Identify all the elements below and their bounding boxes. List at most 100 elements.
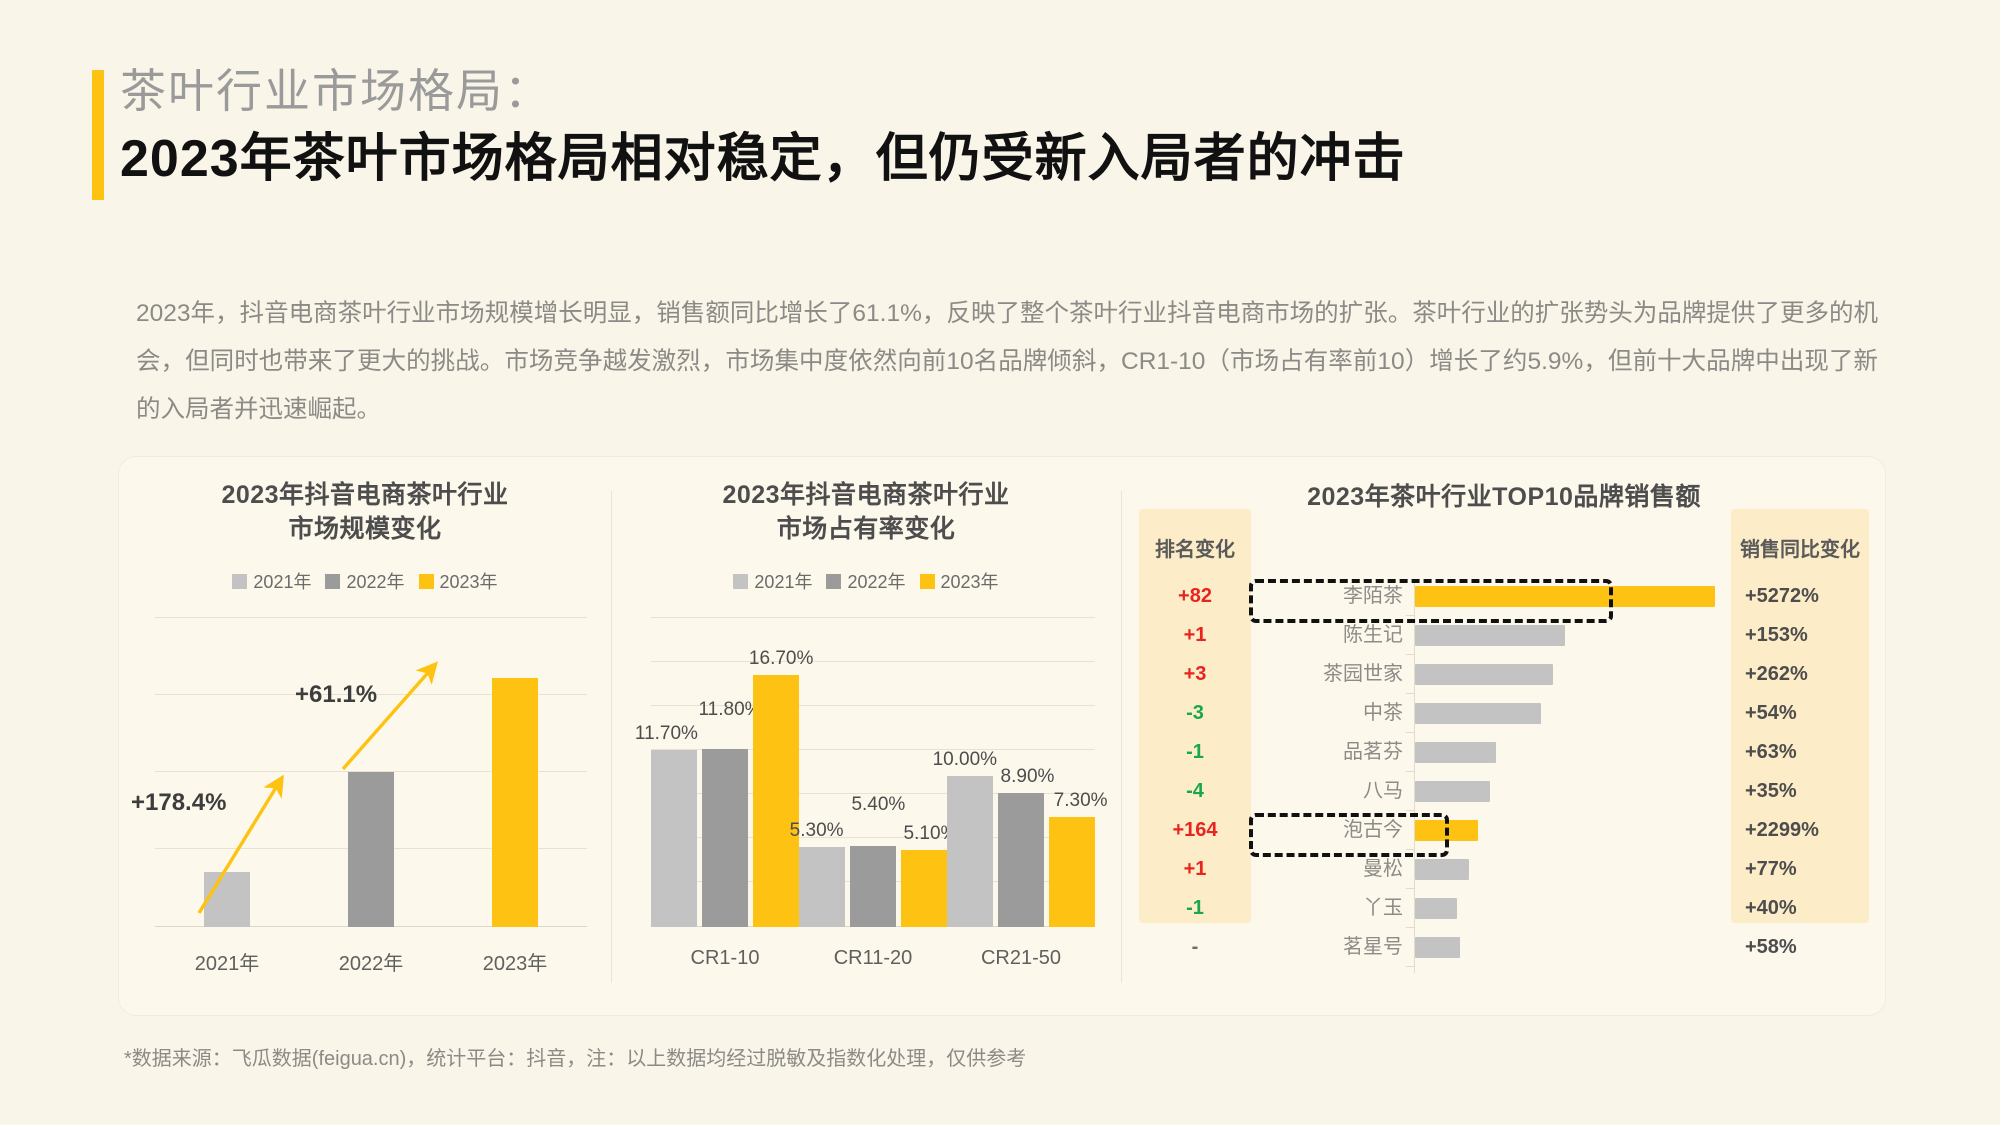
legend-label-2023: 2023年 [439, 572, 498, 592]
axis-tick [1406, 810, 1414, 811]
yoy-column-band [1731, 509, 1869, 923]
chart3-title: 2023年茶叶行业TOP10品牌销售额 [1307, 483, 1701, 511]
axis-tick [1406, 966, 1414, 967]
rank-change-value: -1 [1186, 897, 1204, 919]
axis-tick [1406, 927, 1414, 928]
brand-name: 茶园世家 [1323, 663, 1403, 685]
chart2-legend: 2021年 2022年 2023年 [611, 568, 1121, 594]
bar-cr11-20-2022: 5.40% [850, 794, 905, 927]
data-label: 16.70% [748, 648, 814, 669]
brand-name: 中茶 [1363, 702, 1403, 724]
bar-cr21-50-2023: 7.30% [1049, 790, 1108, 927]
axis-tick [1406, 732, 1414, 733]
yoy-change-value: +2299% [1745, 819, 1819, 841]
brand-name: 八马 [1363, 780, 1403, 802]
yoy-change-value: +54% [1745, 702, 1797, 724]
brand-sales-bar [1415, 820, 1478, 841]
rank-change-value: +3 [1183, 663, 1207, 685]
rank-change-value: -4 [1186, 780, 1204, 802]
legend-swatch-2023 [919, 573, 935, 589]
brand-name: 品茗芬 [1343, 741, 1403, 763]
yoy-change-value: +63% [1745, 741, 1797, 763]
chart1-group-2021 [204, 872, 250, 927]
legend-swatch-2022 [826, 573, 842, 589]
legend-item-2022: 2022年 [325, 568, 405, 594]
legend-item-2023: 2023年 [418, 568, 498, 594]
brand-name: 茗星号 [1343, 936, 1403, 958]
data-label: 7.30% [1053, 790, 1108, 811]
legend-swatch-2021 [733, 573, 749, 589]
legend-label-2022: 2022年 [847, 572, 906, 592]
yoy-change-value: +40% [1745, 897, 1797, 919]
axis-tick [1406, 849, 1414, 850]
table-row: -4 八马 +35% [1121, 772, 1887, 811]
page-eyebrow: 茶叶行业市场格局： [120, 65, 552, 117]
bar-cr11-20-2023: 5.10% [901, 823, 957, 927]
bar-cr21-50-2021: 10.00% [933, 749, 997, 927]
x-label-2023: 2023年 [482, 953, 548, 975]
x-label-2022: 2022年 [338, 953, 404, 975]
top10-axis [1414, 581, 1415, 973]
chart2-x-labels: CR1-10 CR11-20 CR21-50 [651, 947, 1095, 970]
yoy-change-value: +35% [1745, 780, 1797, 802]
brand-name: 陈生记 [1343, 624, 1403, 646]
data-label: 5.10% [903, 823, 958, 844]
chart1-legend: 2021年 2022年 2023年 [119, 568, 611, 594]
brand-sales-bar [1415, 586, 1715, 607]
data-source-footnote: *数据来源：飞瓜数据(feigua.cn)，统计平台：抖音，注：以上数据均经过脱… [124, 1048, 1027, 1070]
chart-panel-market-size: 2023年抖音电商茶叶行业 市场规模变化 2021年 2022年 2023年 [119, 457, 611, 1015]
brand-sales-bar [1415, 937, 1460, 958]
legend-swatch-2021 [232, 573, 248, 589]
chart1-group-2023 [492, 678, 538, 927]
data-label: 5.30% [789, 820, 844, 841]
legend-label-2023: 2023年 [940, 572, 999, 592]
chart1-growth-arrows [197, 661, 438, 914]
brand-name: 李陌茶 [1343, 585, 1403, 607]
yoy-change-value: +5272% [1745, 585, 1819, 607]
chart1-title: 2023年抖音电商茶叶行业 市场规模变化 [221, 481, 509, 543]
chart1-annotation-2021-2022: +178.4% [131, 789, 227, 816]
legend-swatch-2022 [325, 573, 341, 589]
page-title: 2023年茶叶市场格局相对稳定，但仍受新入局者的冲击 [120, 129, 1406, 188]
charts-card: 2023年抖音电商茶叶行业 市场规模变化 2021年 2022年 2023年 [118, 456, 1886, 1016]
table-row: +82 李陌茶 +5272% [1121, 577, 1887, 616]
intro-paragraph: 2023年，抖音电商茶叶行业市场规模增长明显，销售额同比增长了61.1%，反映了… [136, 290, 1878, 434]
table-row: - 茗星号 +58% [1121, 928, 1887, 967]
table-row: +1 陈生记 +153% [1121, 616, 1887, 655]
table-row: -1 品茗芬 +63% [1121, 733, 1887, 772]
title-accent-bar [92, 70, 104, 200]
brand-name: 曼松 [1363, 858, 1403, 880]
bar-cr1-10-2022: 11.80% [699, 699, 762, 927]
rank-change-value: +82 [1178, 585, 1212, 607]
legend-label-2021: 2021年 [253, 572, 312, 592]
bar-2023 [492, 678, 538, 927]
x-label-2021: 2021年 [194, 953, 260, 975]
axis-tick [1406, 888, 1414, 889]
chart-panel-market-share: 2023年抖音电商茶叶行业 市场占有率变化 2021年 2022年 2023年 [611, 457, 1121, 1015]
chart2-group-cr1-10: 11.70% 11.80% 16.70% [635, 648, 813, 927]
legend-label-2021: 2021年 [754, 572, 813, 592]
rank-change-value: - [1191, 936, 1199, 958]
chart-panel-top10: 2023年茶叶行业TOP10品牌销售额 排名变化 销售同比变化 +82 李陌茶 +5… [1121, 457, 1887, 1015]
data-label: 8.90% [1000, 766, 1055, 787]
intro-paragraph-text: 2023年，抖音电商茶叶行业市场规模增长明显，销售额同比增长了61.1%，反映了… [136, 300, 1878, 423]
yoy-change-value: +58% [1745, 936, 1797, 958]
brand-sales-bar [1415, 742, 1496, 763]
yoy-change-value: +153% [1745, 624, 1808, 646]
rank-change-value: +164 [1172, 819, 1218, 841]
page-header: 茶叶行业市场格局： 2023年茶叶市场格局相对稳定，但仍受新入局者的冲击 [92, 62, 1920, 200]
axis-tick [1406, 615, 1414, 616]
brand-sales-bar [1415, 664, 1553, 685]
bar-2022 [348, 772, 394, 927]
legend-label-2022: 2022年 [346, 572, 405, 592]
data-label: 5.40% [851, 794, 906, 815]
axis-tick [1406, 771, 1414, 772]
chart1-x-labels: 2021年 2022年 2023年 [155, 947, 587, 976]
yoy-change-value: +262% [1745, 663, 1808, 685]
legend-item-2021: 2021年 [232, 568, 311, 594]
brand-sales-bar [1415, 781, 1490, 802]
legend-item-2022: 2022年 [826, 568, 906, 594]
brand-sales-bar [1415, 898, 1457, 919]
legend-swatch-2023 [418, 573, 434, 589]
chart2-group-cr21-50: 10.00% 8.90% 7.30% [933, 749, 1108, 927]
